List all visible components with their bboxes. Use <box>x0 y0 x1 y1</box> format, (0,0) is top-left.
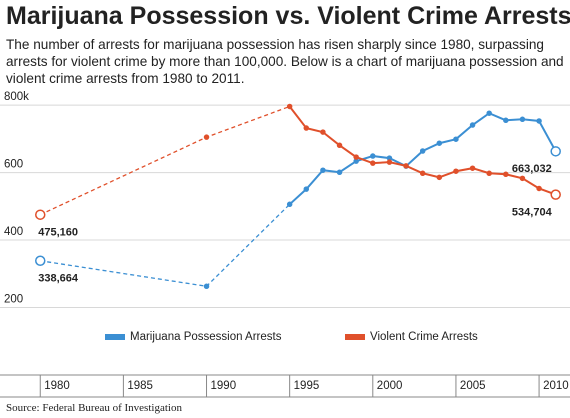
data-point <box>336 142 343 149</box>
data-point <box>536 118 542 124</box>
data-point <box>486 170 492 177</box>
x-tick-label: 2000 <box>377 380 403 392</box>
data-point <box>370 160 376 166</box>
data-point <box>386 159 393 165</box>
y-tick-label: 400 <box>4 226 23 238</box>
data-point <box>536 185 542 192</box>
data-point <box>419 148 426 154</box>
data-point <box>550 146 561 157</box>
data-point <box>519 116 526 123</box>
data-point <box>286 103 293 110</box>
source-note: Source: Federal Bureau of Investigation <box>6 402 182 414</box>
data-point <box>519 175 526 182</box>
data-point <box>403 163 409 169</box>
data-point <box>320 129 326 135</box>
data-point <box>550 189 561 200</box>
data-point <box>436 174 443 181</box>
y-tick-label: 200 <box>4 294 23 306</box>
x-tick-label: 1980 <box>44 380 70 392</box>
data-point <box>486 110 492 116</box>
legend-swatch <box>105 334 125 340</box>
value-label: 475,160 <box>38 227 78 239</box>
chart: 200 400 600 800k 1980 1985 1990 1995 2000 2005 201… <box>0 91 570 398</box>
data-point <box>320 167 326 173</box>
data-point <box>503 117 509 124</box>
y-tick-label: 800k <box>4 91 29 103</box>
value-label: 534,704 <box>512 207 553 219</box>
chart-title: Marijuana Possession vs. Violent Crime A… <box>6 2 570 30</box>
data-point <box>303 186 310 192</box>
x-tick-label: 1995 <box>294 380 320 392</box>
data-point <box>469 165 476 171</box>
x-tick-label: 1985 <box>127 380 153 392</box>
legend-label: Marijuana Possession Arrests <box>130 331 282 343</box>
data-point <box>453 168 459 174</box>
legend-swatch <box>345 334 365 340</box>
x-tick-label: 2005 <box>460 380 486 392</box>
data-point <box>436 140 443 146</box>
data-point <box>336 169 343 176</box>
value-label: 338,664 <box>38 273 79 285</box>
data-point <box>303 125 310 131</box>
x-tick-label: 2010 <box>543 380 569 392</box>
data-point <box>35 209 46 220</box>
data-point <box>203 134 210 140</box>
data-point <box>469 122 476 128</box>
x-tick-label: 1990 <box>211 380 237 392</box>
value-label: 663,032 <box>512 163 552 175</box>
legend-label: Violent Crime Arrests <box>370 331 478 343</box>
data-point <box>370 153 376 159</box>
y-tick-label: 600 <box>4 159 23 171</box>
data-point <box>35 255 46 267</box>
series-line <box>288 112 557 206</box>
data-point <box>453 136 459 142</box>
data-point <box>286 201 293 208</box>
data-point <box>419 170 426 177</box>
data-point <box>353 154 359 160</box>
series-line <box>39 105 290 216</box>
chart-subtitle: The number of arrests for marijuana poss… <box>6 37 564 86</box>
data-point <box>503 171 509 178</box>
data-point <box>203 283 210 290</box>
